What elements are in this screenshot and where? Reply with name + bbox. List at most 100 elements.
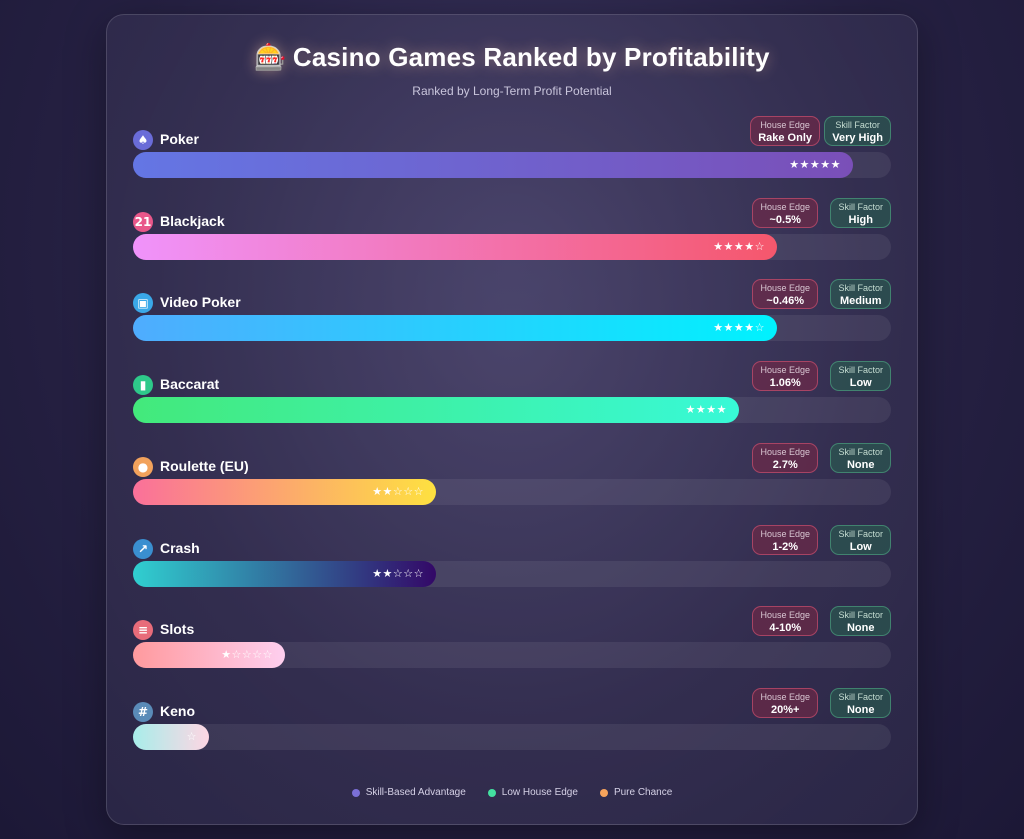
game-name: Poker: [160, 131, 199, 147]
bar-fill: ★★★★☆: [133, 315, 777, 342]
legend-label: Skill-Based Advantage: [365, 787, 466, 798]
house-edge-badge: House Edge 20%+: [752, 687, 818, 718]
slot-machine-icon: ≡: [133, 620, 153, 641]
house-edge-value: 4-10%: [769, 622, 802, 635]
house-edge-badge: House Edge Rake Only: [750, 116, 820, 146]
game-row: ▮ Baccarat Skill Factor Low House Edge 1.06% ★…: [133, 361, 891, 443]
bar-track: ★★☆☆☆: [133, 560, 891, 587]
bar-track: ☆: [133, 723, 891, 750]
house-edge-label: House Edge: [760, 691, 810, 702]
bar-track: ★★★★★: [133, 152, 891, 178]
game-name: Keno: [160, 702, 195, 719]
star-rating: ★☆☆☆☆: [221, 648, 273, 662]
game-row: 21 Blackjack Skill Factor High House Edge ~0.…: [133, 197, 891, 280]
bar-fill: ★★★★: [133, 397, 739, 424]
chart-up-icon: ↗: [133, 538, 153, 559]
house-edge-badge: House Edge 1-2%: [752, 524, 818, 555]
skill-factor-badge: Skill Factor Low: [830, 524, 891, 555]
legend-dot: [599, 788, 608, 797]
chart-subtitle: Ranked by Long-Term Profit Potential: [412, 84, 612, 98]
number-grid-icon: #: [133, 701, 153, 722]
house-edge-value: ~0.46%: [766, 295, 805, 308]
house-edge-label: House Edge: [760, 446, 810, 457]
legend: Skill-Based Advantage Low House Edge Pure …: [0, 787, 1024, 798]
bar-fill: ★☆☆☆☆: [133, 642, 285, 669]
skill-factor-value: None: [846, 622, 875, 635]
star-rating: ★★☆☆☆: [372, 566, 424, 580]
roulette-wheel-icon: ●: [133, 456, 153, 477]
legend-dot: [487, 788, 496, 797]
star-rating: ★★★★☆: [713, 239, 765, 253]
game-row: ♠ Poker Skill Factor Very High House Edge Rak…: [133, 116, 891, 198]
game-name: Video Poker: [160, 294, 241, 311]
skill-factor-label: Skill Factor: [838, 691, 883, 702]
legend-item: Low House Edge: [487, 787, 578, 798]
bar-track: ★★★★☆: [133, 233, 891, 260]
house-edge-value: 2.7%: [772, 458, 798, 471]
house-edge-value: Rake Only: [758, 132, 812, 144]
skill-factor-badge: Skill Factor None: [830, 442, 891, 473]
skill-factor-badge: Skill Factor None: [830, 687, 891, 718]
game-name: Blackjack: [160, 212, 225, 229]
house-edge-label: House Edge: [760, 283, 810, 294]
house-edge-badge: House Edge 2.7%: [752, 442, 818, 473]
star-rating: ★★☆☆☆: [372, 484, 424, 498]
house-edge-badge: House Edge 4-10%: [752, 606, 818, 637]
skill-factor-value: Medium: [839, 295, 882, 308]
star-rating: ★★★★☆: [713, 321, 765, 335]
bar-fill: ★★★★★: [133, 152, 853, 178]
bar-fill: ☆: [133, 723, 209, 750]
game-row: ▣ Video Poker Skill Factor Medium House Edge…: [133, 279, 891, 361]
bar-track: ★★★★☆: [133, 315, 891, 342]
legend-label: Low House Edge: [501, 787, 578, 798]
skill-factor-label: Skill Factor: [838, 610, 883, 621]
game-name: Roulette (EU): [160, 457, 249, 474]
21-icon: 21: [133, 211, 153, 232]
legend-dot: [351, 788, 360, 797]
star-rating: ★★★★★: [789, 158, 841, 171]
legend-item: Pure Chance: [599, 787, 673, 798]
skill-factor-value: None: [846, 703, 875, 716]
game-name: Slots: [160, 621, 195, 638]
game-row: ≡ Slots Skill Factor None House Edge 4-10% ★☆☆…: [133, 606, 891, 688]
chart-title: 🎰 Casino Games Ranked by Profitability: [0, 42, 1024, 73]
bar-track: ★★☆☆☆: [133, 478, 891, 505]
skill-factor-value: Low: [849, 377, 872, 390]
skill-factor-badge: Skill Factor None: [830, 606, 891, 637]
game-name: Crash: [160, 539, 200, 556]
bar-track: ★★★★: [133, 397, 891, 424]
bar-fill: ★★☆☆☆: [133, 560, 436, 587]
house-edge-label: House Edge: [760, 528, 810, 539]
house-edge-label: House Edge: [760, 201, 810, 212]
star-rating: ☆: [186, 729, 197, 743]
slot-machine-title-icon: 🎰: [254, 43, 287, 73]
star-rating: ★★★★: [685, 403, 727, 417]
house-edge-value: 1.06%: [769, 377, 801, 390]
skill-factor-value: High: [848, 213, 873, 226]
chart-title-text: Casino Games Ranked by Profitability: [292, 42, 770, 72]
game-row: ● Roulette (EU) Skill Factor None House Edge…: [133, 442, 891, 525]
house-edge-label: House Edge: [760, 365, 810, 376]
house-edge-value: ~0.5%: [769, 213, 801, 226]
house-edge-value: 1-2%: [772, 540, 799, 553]
skill-factor-value: Very High: [832, 132, 883, 144]
bar-fill: ★★★★☆: [133, 233, 777, 260]
house-edge-value: 20%+: [771, 703, 800, 716]
house-edge-badge: House Edge ~0.5%: [752, 197, 818, 228]
skill-factor-value: Low: [849, 540, 872, 553]
game-row: ↗ Crash Skill Factor Low House Edge 1-2% ★★☆☆☆: [133, 524, 891, 607]
skill-factor-badge: Skill Factor Medium: [830, 279, 891, 310]
skill-factor-label: Skill Factor: [838, 365, 883, 376]
house-edge-badge: House Edge 1.06%: [752, 361, 818, 392]
skill-factor-label: Skill Factor: [838, 283, 883, 294]
bar-fill: ★★☆☆☆: [133, 478, 436, 505]
house-edge-badge: House Edge ~0.46%: [752, 279, 818, 310]
skill-factor-value: None: [846, 458, 875, 471]
skill-factor-badge: Skill Factor High: [830, 197, 891, 228]
game-name: Baccarat: [160, 376, 220, 393]
house-edge-label: House Edge: [760, 610, 810, 621]
skill-factor-label: Skill Factor: [838, 201, 883, 212]
skill-factor-label: Skill Factor: [835, 120, 880, 130]
legend-label: Pure Chance: [613, 787, 673, 798]
card-icon: ▮: [133, 375, 153, 396]
